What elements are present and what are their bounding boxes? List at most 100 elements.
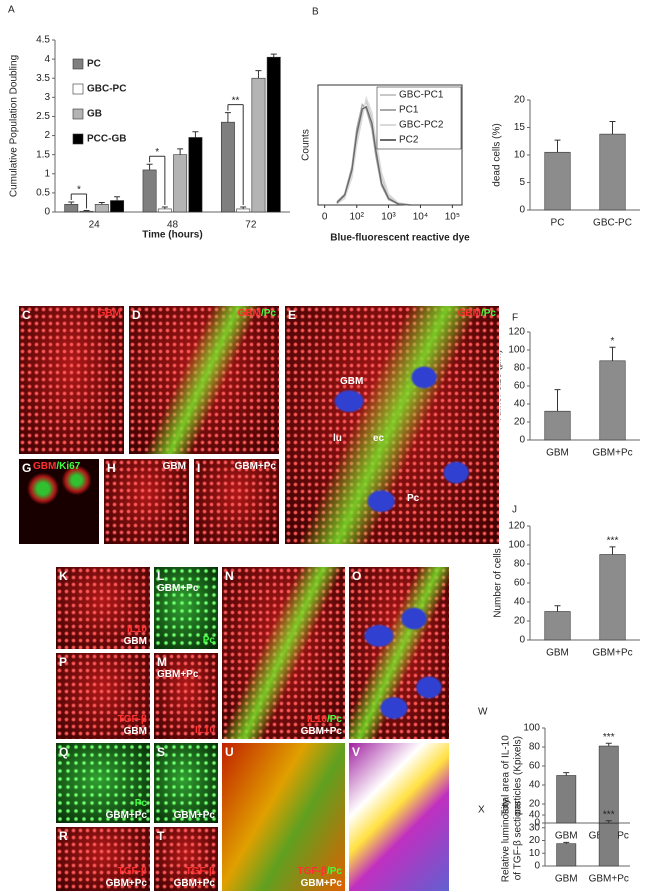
label-segment: GBM+Pc: [105, 878, 147, 889]
bar: [251, 77, 266, 213]
legend-label: GBC-PC2: [399, 120, 444, 131]
y-axis-label: dead cells (%): [492, 123, 503, 186]
y-tick-label: 80: [514, 559, 526, 570]
panel-label: Q: [59, 745, 69, 759]
x-tick-label: 10³: [381, 212, 396, 223]
error-bar: [563, 841, 570, 844]
error-bar: [605, 742, 612, 747]
label-segment: GBM: [162, 461, 186, 472]
label-segment: GBM: [123, 726, 147, 737]
error-bar: [114, 196, 121, 201]
error-bar: [609, 120, 616, 135]
label-segment: /Pc: [326, 714, 342, 725]
bar: [544, 611, 571, 641]
y-tick-label: 2: [44, 130, 50, 141]
bar: [599, 360, 626, 441]
label-segment: GBM: [123, 636, 147, 647]
x-tick-label: GBM+Pc: [592, 648, 632, 659]
bar: [220, 121, 235, 213]
y-tick-label: 20: [529, 835, 541, 846]
legend-swatch: [72, 108, 84, 120]
y-tick-label: 10: [514, 150, 526, 161]
y-axis-label: Cumulative Population Doubling: [9, 55, 20, 197]
image-label: GBM+Pc: [157, 583, 198, 594]
micrograph: M GBM+Pc IL10: [153, 652, 219, 740]
image-label: GBM/Ki67: [33, 461, 80, 472]
y-tick-label: 20: [514, 95, 526, 106]
image-label: GBM+Pc: [174, 878, 215, 889]
y-tick-label: 20: [514, 417, 526, 428]
y-axis-label: Number of cells: [493, 548, 504, 617]
y-tick-label: 100: [523, 723, 540, 734]
significance-bracket: [70, 193, 88, 209]
significance-label: **: [232, 95, 240, 106]
panel-label: L: [157, 569, 165, 583]
legend-label: PC1: [399, 105, 419, 116]
legend-box: [376, 86, 462, 150]
y-tick-label: 5: [519, 177, 525, 188]
legend-label: GB: [87, 109, 102, 120]
image-label: Pc: [135, 798, 147, 809]
label-segment: /Ki67: [56, 461, 81, 472]
bar: [236, 208, 251, 213]
y-axis-label: Total area of IL-10: [501, 735, 512, 816]
bar: [110, 200, 125, 213]
y-tick-label: 4.5: [36, 35, 50, 46]
y-tick-label: 15: [514, 122, 526, 133]
histogram-line: [336, 103, 411, 206]
y-axis-label: of TGF-β sections: [513, 801, 524, 880]
x-tick-label: PC: [551, 218, 565, 229]
label-segment: GBM+Pc: [173, 810, 215, 821]
x-tick-label: GBM: [546, 448, 569, 459]
image-label: GBM+Pc: [301, 726, 342, 737]
y-tick-label: 1: [44, 168, 50, 179]
bar: [556, 843, 577, 867]
micrograph: V: [348, 742, 450, 892]
y-tick-label: 120: [508, 327, 525, 338]
label-segment: /Pc: [480, 308, 496, 319]
legend-label: PCC-GB: [87, 134, 126, 145]
bar: [188, 137, 203, 213]
label-segment: GBM+Pc: [234, 461, 276, 472]
micrograph: G GBM/Ki67: [18, 458, 100, 545]
significance-label: *: [77, 185, 81, 196]
bar: [544, 151, 571, 211]
y-tick-label: 0: [44, 207, 50, 218]
histogram-line: [336, 95, 411, 206]
bar: [599, 133, 626, 211]
x-tick-label: GBM+Pc: [592, 448, 632, 459]
y-tick-label: 60: [529, 761, 541, 772]
legend-swatch: [72, 133, 84, 145]
error-bar: [146, 163, 153, 170]
image-label: GBM/Pc: [458, 308, 496, 319]
x-tick-label: 10⁴: [413, 212, 428, 223]
panel-label: R: [59, 829, 68, 843]
y-tick-label: 40: [514, 597, 526, 608]
label-segment: GBM: [340, 376, 364, 387]
x-axis-label: Time (hours): [142, 230, 202, 241]
y-tick-label: 0: [519, 435, 525, 446]
y-tick-label: 100: [508, 345, 525, 356]
image-label: GBM: [98, 308, 121, 319]
x-tick-label: GBM: [555, 831, 578, 842]
image-label: TGF-β/Pc: [298, 866, 342, 877]
panel-label: I: [197, 461, 201, 475]
label-segment: GBM: [457, 308, 481, 319]
image-label: lu: [333, 433, 342, 444]
y-axis-label: Relative luminosity: [501, 799, 512, 882]
error-bar: [609, 346, 616, 361]
micrograph: O: [348, 566, 450, 740]
legend-label: GBC-PC: [87, 84, 126, 95]
image-label: GBM: [124, 636, 147, 647]
micrograph: T TGF-β GBM+Pc: [153, 826, 219, 892]
label-segment: TGF-β: [297, 866, 327, 877]
micrograph: U TGF-β/Pc GBM+Pc: [221, 742, 346, 892]
micrograph: R TGF-β GBM+Pc: [55, 826, 151, 892]
legend-label: GBC-PC1: [399, 90, 444, 101]
label-segment: lu: [333, 433, 342, 444]
panel-label: O: [352, 569, 362, 583]
label-segment: /Pc: [326, 866, 342, 877]
panel-label: X: [478, 805, 485, 816]
error-bar: [192, 131, 199, 138]
